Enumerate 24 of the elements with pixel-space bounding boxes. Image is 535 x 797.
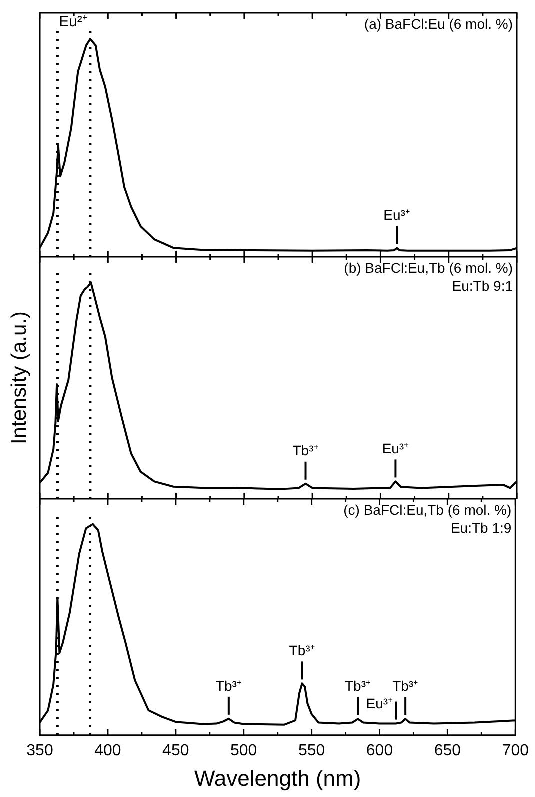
chart-subtitle: Eu:Tb 9:1: [452, 278, 514, 294]
annotation: Tb³⁺: [345, 678, 372, 694]
y-axis-title: Intensity (a.u.): [8, 311, 31, 445]
x-tick-label: 650: [434, 742, 462, 760]
annotation: Eu³⁺: [366, 696, 394, 712]
annotation: Tb³⁺: [292, 442, 319, 459]
annotation: Eu³⁺: [382, 440, 410, 457]
x-tick-label: 400: [94, 742, 122, 760]
x-tick-label: 700: [502, 742, 530, 760]
x-axis-title: Wavelength (nm): [194, 766, 362, 791]
chart-subtitle: Eu:Tb 1:9: [450, 520, 512, 536]
x-tick-label: 600: [366, 742, 394, 760]
chart-title: (c) BaFCl:Eu,Tb (6 mol. %): [344, 502, 512, 518]
chart-title: (a) BaFCl:Eu (6 mol. %): [364, 16, 513, 32]
chart-title: (b) BaFCl:Eu,Tb (6 mol. %): [344, 260, 513, 276]
x-tick-label: 500: [230, 742, 258, 760]
annotation: Tb³⁺: [216, 678, 242, 694]
x-tick-label: 450: [162, 742, 190, 760]
annotation: Eu³⁺: [384, 207, 410, 224]
annotation: Tb³⁺: [392, 678, 419, 694]
ref-line-label: Eu²⁺: [59, 14, 88, 31]
x-tick-label: 550: [298, 742, 326, 760]
x-tick-label: 350: [26, 742, 54, 760]
annotation: Tb³⁺: [289, 642, 316, 659]
